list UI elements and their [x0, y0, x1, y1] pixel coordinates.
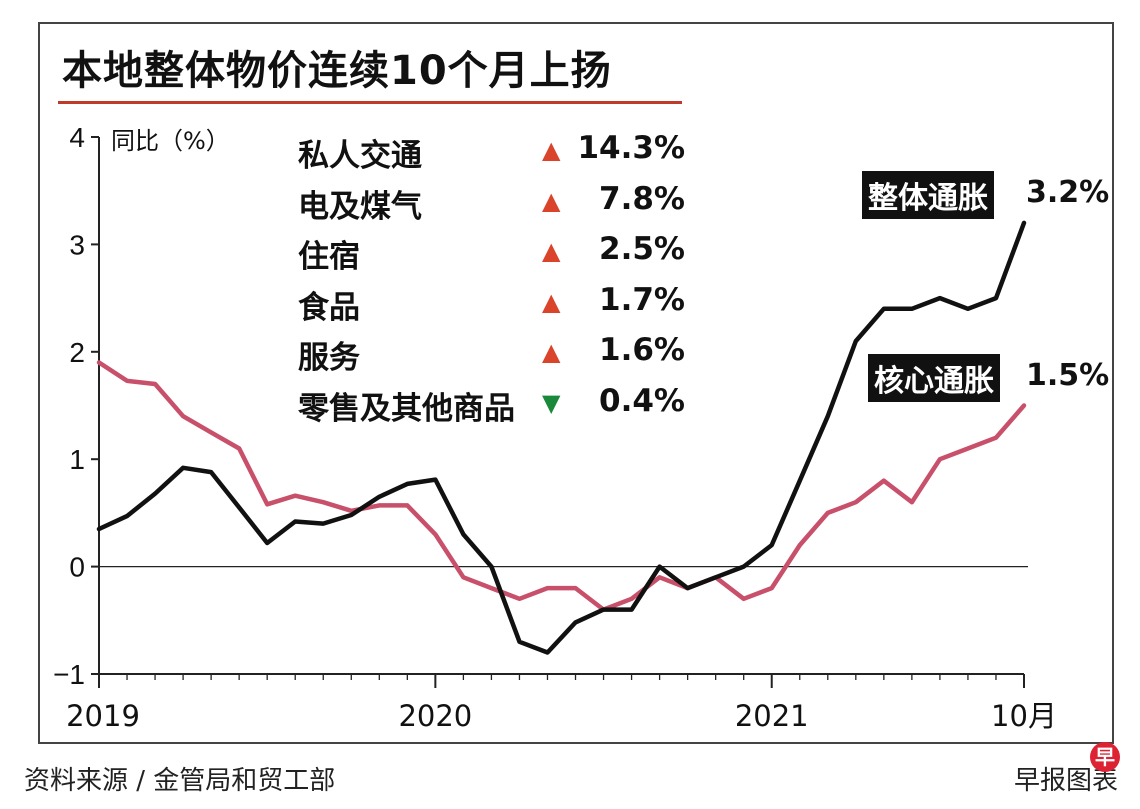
component-value: 7.8%: [599, 180, 685, 217]
core-inflation-line: [96, 360, 1027, 612]
series-layer: [96, 220, 1027, 655]
component-label: 住宿: [298, 239, 360, 275]
y-axis-title: 同比（%）: [111, 127, 230, 155]
y-tick-label: 0: [69, 552, 85, 583]
up-arrow-icon: ▲: [542, 136, 561, 164]
source-note: 资料来源 / 金管局和贸工部: [24, 766, 336, 796]
component-label: 零售及其他商品: [298, 390, 515, 427]
up-arrow-icon: ▲: [542, 287, 561, 316]
component-value: 0.4%: [599, 382, 685, 419]
component-label: 食品: [298, 289, 360, 326]
up-arrow-icon: ▲: [542, 338, 561, 366]
component-value: 1.6%: [599, 332, 685, 368]
y-tick-label: −1: [53, 659, 85, 690]
component-value: 1.7%: [599, 281, 685, 318]
axes-layer: 4 3 2 1 0 −1 同比（%） 2019 2020 2021 10月: [53, 122, 1057, 733]
title-underline: [58, 101, 682, 104]
component-label: 服务: [298, 340, 360, 376]
up-arrow-icon: ▲: [542, 237, 561, 265]
y-tick-label: 4: [69, 122, 85, 153]
core-inflation-tag: 核心通胀: [868, 353, 1000, 402]
down-arrow-icon: ▼: [542, 388, 561, 417]
x-tick-label: 2019: [66, 699, 140, 733]
x-tick-label: 2021: [735, 699, 809, 733]
x-tick-label: 10月: [991, 699, 1057, 733]
y-tick-label: 1: [69, 444, 85, 475]
component-value: 14.3%: [577, 130, 685, 166]
component-label: 私人交通: [298, 138, 422, 174]
component-label: 电及煤气: [298, 188, 422, 225]
headline-inflation-tag: 整体通胀: [862, 170, 994, 219]
x-tick-label: 2020: [398, 699, 472, 733]
component-value: 2.5%: [599, 231, 685, 267]
y-tick-label: 2: [69, 337, 85, 368]
chart-title: 本地整体物价连续10个月上扬: [62, 48, 612, 94]
up-arrow-icon: ▲: [542, 186, 561, 215]
zaobao-logo: 早: [1090, 742, 1120, 772]
headline-inflation-line: [96, 220, 1027, 655]
core-inflation-value: 1.5%: [1026, 357, 1110, 393]
y-tick-label: 3: [69, 229, 85, 260]
headline-inflation-value: 3.2%: [1026, 174, 1110, 210]
